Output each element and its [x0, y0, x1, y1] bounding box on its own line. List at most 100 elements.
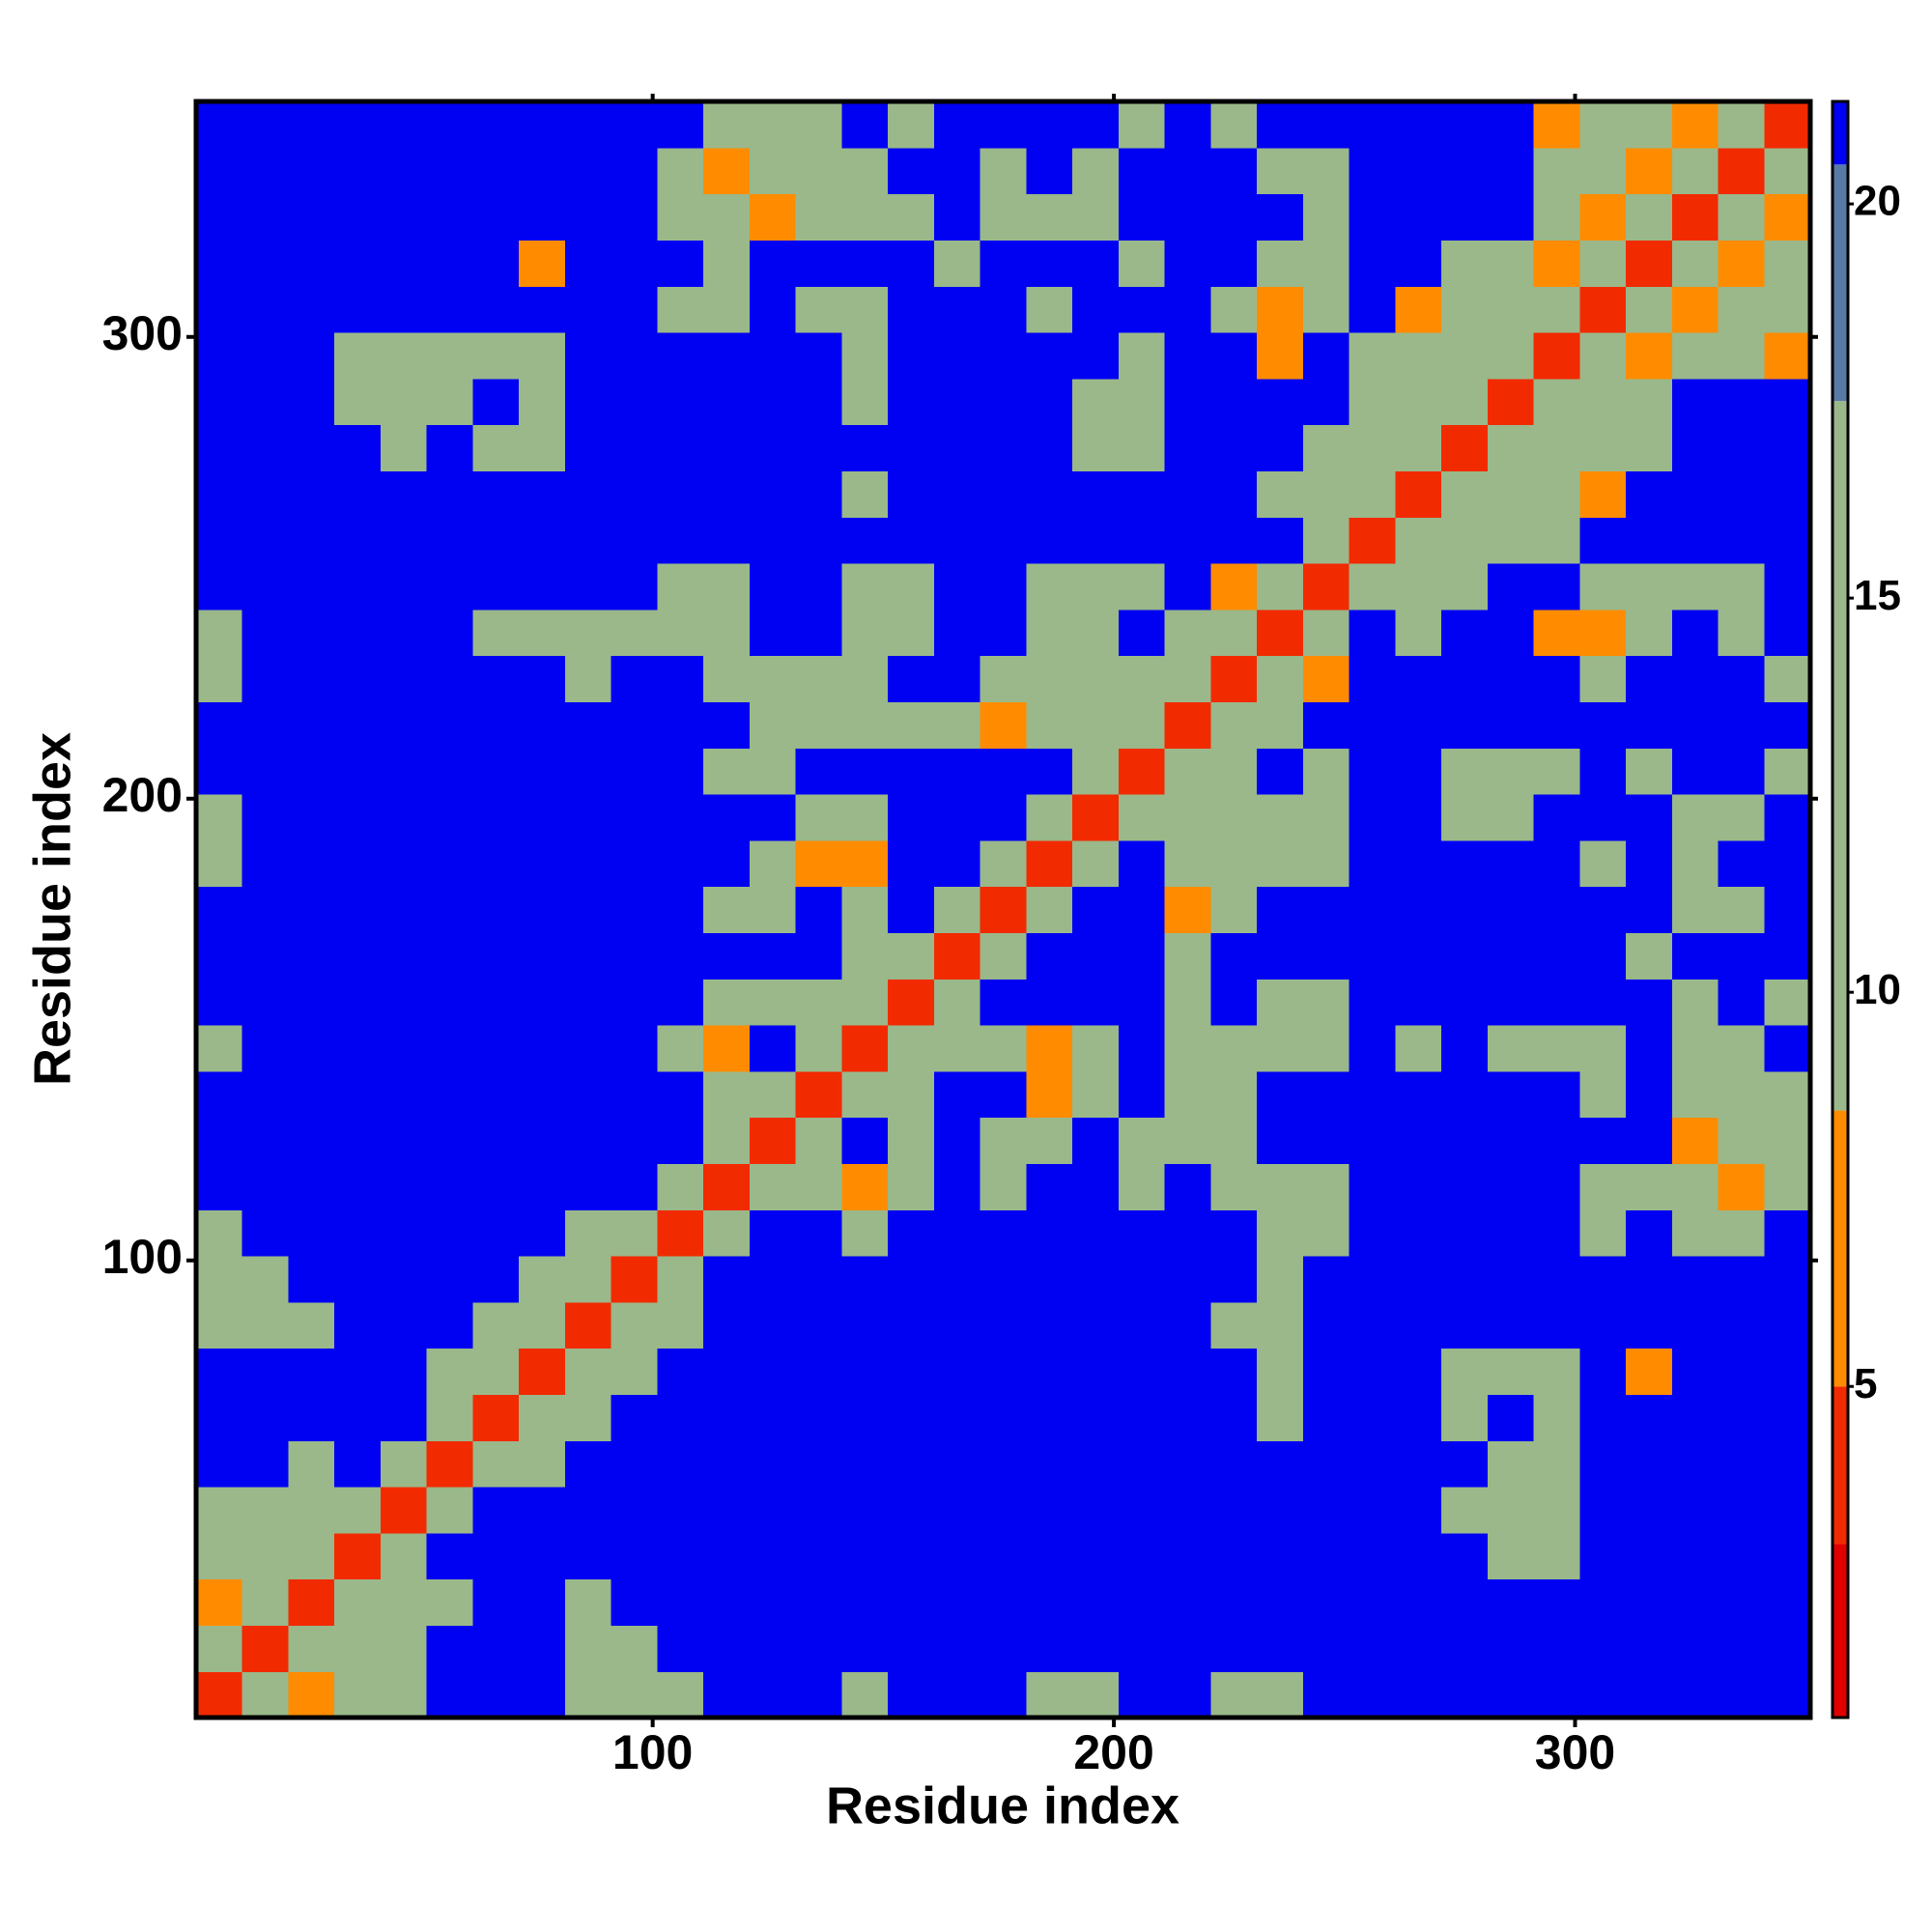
- heatmap-cell: [1257, 286, 1304, 333]
- heatmap-cell: [888, 1440, 935, 1488]
- heatmap-cell: [1349, 286, 1396, 333]
- heatmap-cell: [980, 286, 1027, 333]
- heatmap-cell: [933, 794, 981, 841]
- heatmap-cell: [1026, 193, 1073, 241]
- heatmap-cell: [1395, 378, 1442, 426]
- heatmap-cell: [749, 1117, 797, 1164]
- heatmap-cell: [564, 886, 612, 933]
- heatmap-cell: [611, 655, 659, 702]
- heatmap-cell: [1487, 470, 1535, 518]
- heatmap-cell: [1257, 1440, 1304, 1488]
- heatmap-cell: [1533, 839, 1580, 888]
- heatmap-cell: [1395, 932, 1442, 980]
- heatmap-cell: [1533, 1578, 1580, 1626]
- heatmap-cell: [1072, 1025, 1120, 1072]
- heatmap-cell: [288, 794, 335, 841]
- heatmap-cell: [1302, 886, 1350, 933]
- heatmap-cell: [795, 193, 842, 241]
- heatmap-cell: [1072, 147, 1120, 195]
- heatmap-cell: [1072, 101, 1120, 149]
- heatmap-cell: [1118, 1440, 1166, 1488]
- heatmap-cell: [1118, 1578, 1166, 1626]
- heatmap-cell: [288, 240, 335, 287]
- heatmap-cell: [611, 1578, 659, 1626]
- heatmap-cell: [703, 655, 751, 702]
- heatmap-cell: [980, 794, 1027, 841]
- heatmap-cell: [611, 839, 659, 888]
- heatmap-cell: [1487, 839, 1535, 888]
- heatmap-cell: [1072, 1163, 1120, 1210]
- heatmap-cell: [519, 147, 566, 195]
- heatmap-cell: [1210, 101, 1258, 149]
- heatmap-cell: [841, 424, 889, 471]
- heatmap-cell: [196, 1532, 243, 1580]
- heatmap-cell: [1210, 1163, 1258, 1210]
- heatmap-cell: [564, 1209, 612, 1257]
- heatmap-cell: [703, 1348, 751, 1395]
- heatmap-cell: [426, 1487, 474, 1534]
- heatmap-cell: [426, 1671, 474, 1719]
- heatmap-cell: [288, 1440, 335, 1488]
- heatmap-cell: [749, 470, 797, 518]
- heatmap-cell: [472, 1532, 520, 1580]
- heatmap-cell: [242, 1394, 290, 1441]
- heatmap-cell: [1579, 378, 1627, 426]
- heatmap-cell: [1718, 1578, 1765, 1626]
- heatmap-cell: [1764, 794, 1811, 841]
- heatmap-cell: [1302, 748, 1350, 795]
- heatmap-cell: [1210, 147, 1258, 195]
- heatmap-cell: [1626, 1532, 1673, 1580]
- heatmap-cell: [1441, 1578, 1489, 1626]
- heatmap-cell: [1118, 979, 1166, 1026]
- heatmap-cell: [242, 147, 290, 195]
- heatmap-cell: [380, 1301, 428, 1350]
- heatmap-cell: [1764, 1301, 1811, 1350]
- heatmap-cell: [933, 193, 981, 241]
- heatmap-cell: [1441, 794, 1489, 841]
- heatmap-cell: [657, 1301, 704, 1350]
- heatmap-cell: [242, 1301, 290, 1350]
- heatmap-cell: [1395, 1163, 1442, 1210]
- heatmap-cell: [1118, 701, 1166, 749]
- heatmap-cell: [657, 794, 704, 841]
- heatmap-cell: [242, 609, 290, 657]
- heatmap-cell: [841, 886, 889, 933]
- heatmap-cell: [472, 1256, 520, 1303]
- heatmap-cell: [1257, 1625, 1304, 1672]
- heatmap-cell: [1441, 563, 1489, 611]
- heatmap-cell: [196, 886, 243, 933]
- heatmap-cell: [380, 470, 428, 518]
- heatmap-cell: [519, 424, 566, 471]
- heatmap-cell: [888, 839, 935, 888]
- heatmap-cell: [1210, 424, 1258, 471]
- heatmap-cell: [426, 517, 474, 564]
- heatmap-cell: [1718, 101, 1765, 149]
- heatmap-cell: [749, 1070, 797, 1119]
- heatmap-cell: [242, 1117, 290, 1164]
- heatmap-cell: [841, 1348, 889, 1395]
- heatmap-cell: [1764, 101, 1811, 149]
- heatmap-cell: [1026, 286, 1073, 333]
- heatmap-cell: [1118, 1209, 1166, 1257]
- heatmap-cell: [1579, 101, 1627, 149]
- heatmap-cell: [1302, 1301, 1350, 1350]
- heatmap-cell: [1257, 932, 1304, 980]
- heatmap-cell: [888, 470, 935, 518]
- heatmap-cell: [519, 240, 566, 287]
- heatmap-cell: [1579, 1117, 1627, 1164]
- heatmap-cell: [888, 1394, 935, 1441]
- heatmap-cell: [1349, 609, 1396, 657]
- heatmap-cell: [611, 1117, 659, 1164]
- heatmap-cell: [196, 332, 243, 380]
- heatmap-cell: [1072, 1440, 1120, 1488]
- heatmap-cell: [1210, 193, 1258, 241]
- heatmap-cell: [1441, 748, 1489, 795]
- heatmap-cell: [933, 886, 981, 933]
- heatmap-cell: [1302, 193, 1350, 241]
- heatmap-cell: [703, 1487, 751, 1534]
- heatmap-cell: [1210, 1070, 1258, 1119]
- heatmap-cell: [611, 1163, 659, 1210]
- heatmap-cell: [980, 147, 1027, 195]
- heatmap-cell: [795, 1163, 842, 1210]
- heatmap-cell: [242, 424, 290, 471]
